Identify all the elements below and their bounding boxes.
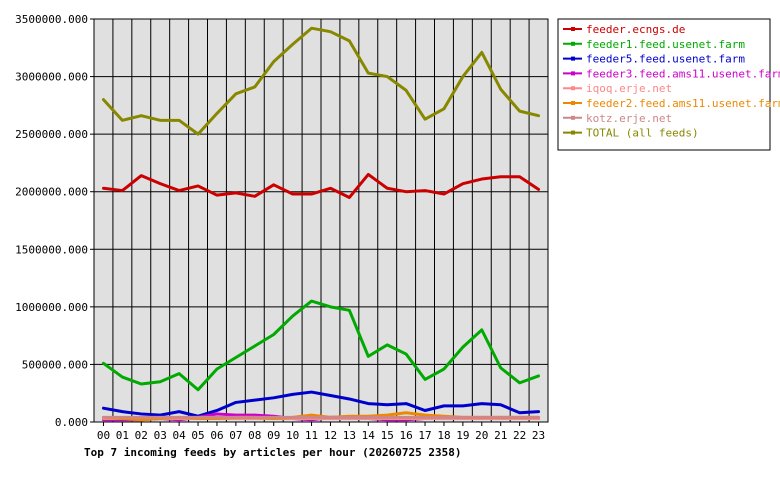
x-tick-label: 12 bbox=[324, 429, 337, 442]
y-tick-label: 1500000.000 bbox=[15, 243, 88, 256]
legend-marker bbox=[571, 71, 575, 76]
legend-marker bbox=[571, 27, 575, 31]
series-line-7 bbox=[101, 26, 541, 136]
x-tick-label: 00 bbox=[97, 429, 110, 442]
legend-marker bbox=[571, 101, 575, 105]
legend-marker bbox=[571, 41, 575, 46]
x-tick-label: 01 bbox=[116, 429, 129, 442]
x-tick-label: 14 bbox=[362, 429, 376, 442]
x-tick-label: 04 bbox=[173, 429, 187, 442]
legend-marker bbox=[571, 130, 575, 135]
x-tick-label: 18 bbox=[437, 429, 450, 442]
x-tick-label: 11 bbox=[305, 429, 318, 442]
x-tick-label: 16 bbox=[400, 429, 413, 442]
series-line-2 bbox=[101, 390, 541, 418]
legend-entry-label: feeder2.feed.ams11.usenet.farm bbox=[586, 97, 780, 110]
x-tick-label: 05 bbox=[191, 429, 204, 442]
legend-entry-label: feeder.ecngs.de bbox=[586, 23, 685, 36]
x-tick-label: 10 bbox=[286, 429, 299, 442]
legend-entry-label: kotz.erje.net bbox=[586, 112, 672, 125]
x-tick-label: 13 bbox=[343, 429, 356, 442]
x-tick-label: 23 bbox=[532, 429, 545, 442]
series-line-1 bbox=[101, 299, 541, 392]
y-tick-label: 3500000.000 bbox=[15, 13, 88, 26]
legend-marker bbox=[571, 115, 575, 120]
legend-entry-label: feeder5.feed.usenet.farm bbox=[586, 53, 745, 66]
y-tick-label: 500000.000 bbox=[22, 358, 88, 371]
x-tick-label: 20 bbox=[475, 429, 488, 442]
x-tick-label: 21 bbox=[494, 429, 507, 442]
chart-title: Top 7 incoming feeds by articles per hou… bbox=[84, 446, 462, 459]
y-tick-label: 3000000.000 bbox=[15, 71, 88, 84]
legend-entry-label: TOTAL (all feeds) bbox=[586, 127, 699, 140]
series-line-0 bbox=[101, 172, 541, 199]
y-tick-label: 2000000.000 bbox=[15, 186, 88, 199]
x-tick-label: 15 bbox=[381, 429, 394, 442]
legend-marker bbox=[571, 56, 575, 61]
legend-marker bbox=[571, 86, 575, 91]
x-tick-label: 17 bbox=[418, 429, 431, 442]
legend-entry-label: feeder3.feed.ams11.usenet.farm bbox=[586, 67, 780, 80]
y-tick-label: 1000000.000 bbox=[15, 301, 88, 314]
plot-border bbox=[93, 18, 549, 423]
y-tick-label: 2500000.000 bbox=[15, 128, 88, 141]
x-tick-label: 03 bbox=[154, 429, 167, 442]
legend-entry-label: iqoq.erje.net bbox=[586, 82, 672, 95]
x-tick-label: 06 bbox=[210, 429, 223, 442]
x-tick-label: 19 bbox=[456, 429, 469, 442]
legend-entry-label: feeder1.feed.usenet.farm bbox=[586, 38, 745, 51]
x-tick-label: 02 bbox=[135, 429, 148, 442]
x-tick-label: 09 bbox=[267, 429, 280, 442]
y-tick-label: 0.000 bbox=[55, 416, 88, 429]
x-tick-label: 22 bbox=[513, 429, 526, 442]
x-tick-label: 08 bbox=[248, 429, 261, 442]
x-tick-label: 07 bbox=[229, 429, 242, 442]
legend-box bbox=[557, 18, 771, 151]
